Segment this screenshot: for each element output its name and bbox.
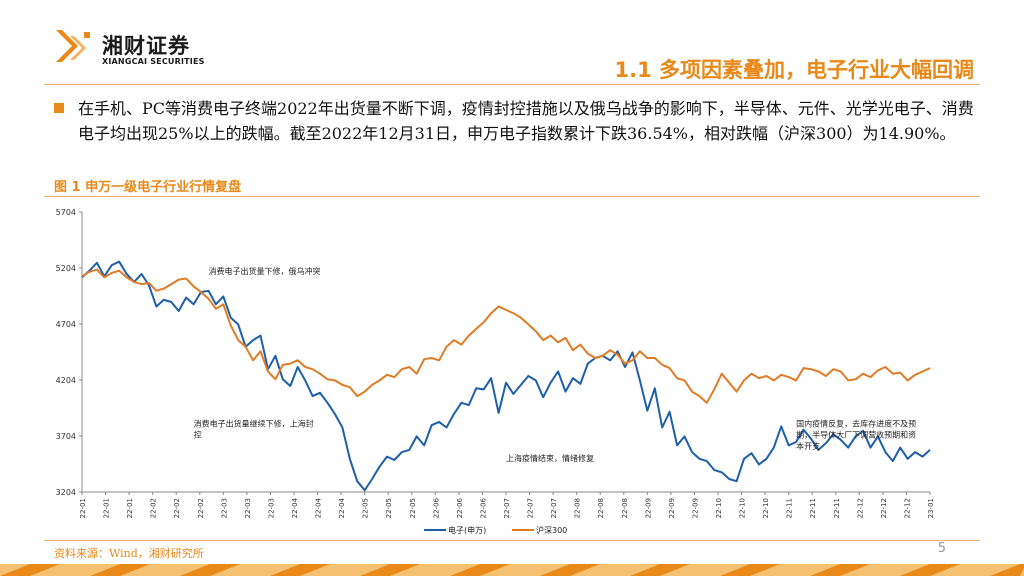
x-tick-label: 22-09 — [668, 498, 676, 518]
x-tick-label: 22-01 — [79, 498, 87, 518]
x-tick-label: 22-12 — [856, 498, 864, 518]
chart-annotation: 消费电子出货量下修，俄乌冲突 — [208, 266, 320, 276]
x-tick-label: 22-07 — [503, 498, 511, 518]
chart-annotation: 上海疫情结束，情绪修复 — [506, 453, 594, 463]
y-tick-label: 4704 — [56, 320, 76, 329]
series-line-electronics — [81, 260, 931, 492]
summary-paragraph: 在手机、PC等消费电子终端2022年出货量不断下调，疫情封控措施以及俄乌战争的影… — [78, 99, 974, 143]
x-tick-label: 22-05 — [409, 498, 417, 518]
chart-annotation: 国内疫情反复，去库存进度不及预 — [796, 418, 916, 428]
y-tick-label: 3704 — [56, 432, 76, 441]
x-tick-label: 22-09 — [644, 498, 652, 518]
source-divider — [44, 540, 980, 541]
x-tick-label: 22-10 — [739, 498, 747, 518]
figure-divider — [44, 196, 980, 197]
x-tick-label: 22-11 — [833, 498, 841, 518]
x-tick-label: 22-04 — [315, 497, 323, 518]
x-tick-label: 22-04 — [338, 497, 346, 518]
x-tick-label: 22-10 — [762, 498, 770, 518]
series-line-hs300 — [81, 268, 931, 404]
x-tick-label: 22-02 — [197, 498, 205, 518]
x-tick-label: 22-05 — [362, 498, 370, 518]
legend-label: 电子(申万) — [448, 525, 486, 535]
y-tick-label: 4204 — [56, 376, 76, 385]
x-tick-label: 22-03 — [244, 498, 252, 518]
source-note: 资料来源：Wind，湘财研究所 — [54, 547, 204, 560]
logo-mark-icon — [56, 30, 90, 62]
x-tick-label: 22-12 — [903, 498, 911, 518]
title-divider — [44, 84, 980, 85]
x-tick-label: 22-08 — [574, 498, 582, 518]
x-tick-label: 22-09 — [691, 498, 699, 518]
logo-text-cn: 湘财证券 — [102, 34, 190, 58]
bullet-square-icon — [54, 103, 64, 113]
chart-annotation: 消费电子出货量继续下修，上海封 — [194, 418, 314, 428]
x-tick-label: 22-10 — [715, 498, 723, 518]
company-logo: 湘财证券 XIANGCAI SECURITIES — [52, 26, 242, 72]
x-tick-label: 22-11 — [786, 498, 794, 518]
x-tick-label: 22-02 — [150, 498, 158, 518]
chart-annotation: 本开支 — [796, 441, 820, 451]
legend-label: 沪深300 — [536, 525, 567, 535]
x-tick-label: 22-01 — [103, 498, 111, 518]
page-title: 1.1 多项因素叠加，电子行业大幅回调 — [614, 58, 974, 82]
logo-text-en: XIANGCAI SECURITIES — [102, 57, 205, 66]
chart-annotation: 控 — [194, 430, 202, 440]
chart-annotation: 期，半导体大厂下调营收预期和资 — [796, 430, 916, 440]
x-tick-label: 22-02 — [173, 498, 181, 518]
x-tick-label: 22-06 — [432, 497, 440, 518]
page-number: 5 — [937, 541, 946, 556]
x-tick-label: 22-03 — [267, 498, 275, 518]
x-tick-label: 22-01 — [126, 498, 134, 518]
x-tick-label: 22-07 — [527, 498, 535, 518]
y-tick-label: 3204 — [56, 488, 76, 497]
footer-stripes — [0, 564, 1024, 576]
x-tick-label: 22-08 — [597, 498, 605, 518]
x-tick-label: 22-06 — [479, 497, 487, 518]
y-tick-label: 5704 — [56, 208, 76, 217]
x-tick-label: 22-04 — [291, 497, 299, 518]
x-tick-label: 22-06 — [456, 497, 464, 518]
x-tick-label: 22-12 — [880, 498, 888, 518]
x-tick-label: 22-08 — [621, 498, 629, 518]
x-tick-label: 22-11 — [809, 498, 817, 518]
x-tick-label: 22-03 — [220, 498, 228, 518]
y-tick-label: 5204 — [56, 264, 76, 273]
x-tick-label: 23-01 — [927, 498, 935, 518]
x-tick-label: 22-05 — [385, 498, 393, 518]
x-tick-label: 22-07 — [550, 498, 558, 518]
figure-title: 图 1 申万一级电子行业行情复盘 — [54, 180, 242, 195]
